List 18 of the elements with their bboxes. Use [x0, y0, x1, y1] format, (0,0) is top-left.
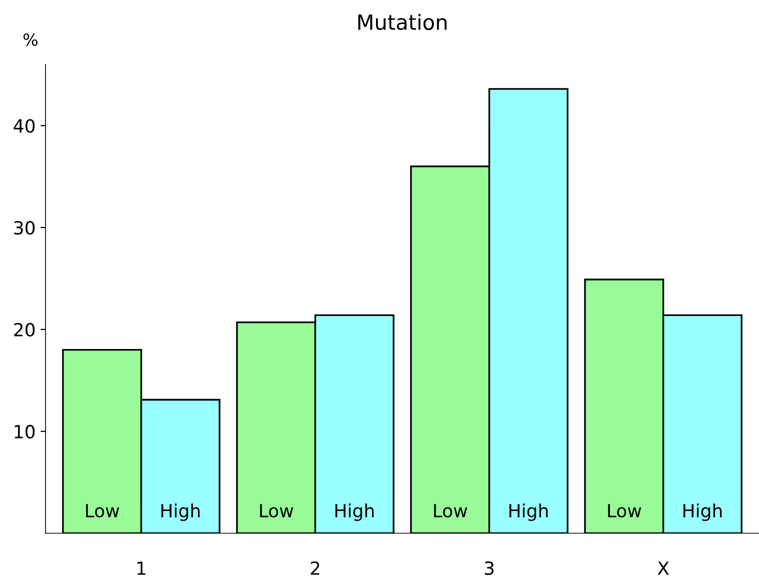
series-label: Low — [86, 504, 120, 518]
series-label: High — [161, 504, 200, 522]
text: Low — [434, 504, 468, 518]
y-tick-label: 20 — [14, 322, 35, 337]
y-tick-label: 30 — [14, 220, 35, 235]
y-tick-label: 10 — [14, 424, 35, 438]
text: High — [509, 504, 548, 522]
text: High — [335, 504, 374, 522]
text: High — [683, 504, 722, 522]
x-tick-label: 1 — [137, 562, 146, 575]
y-tick-label: 40 — [14, 119, 35, 133]
x-tick-label: 2 — [310, 561, 320, 575]
x-tick-label: X — [658, 562, 669, 575]
text: Low — [260, 504, 294, 518]
x-tick-label: 3 — [484, 561, 494, 576]
y-axis-title: % — [23, 33, 38, 46]
text: Low — [608, 504, 642, 518]
chart-title: Mutation — [358, 14, 447, 30]
